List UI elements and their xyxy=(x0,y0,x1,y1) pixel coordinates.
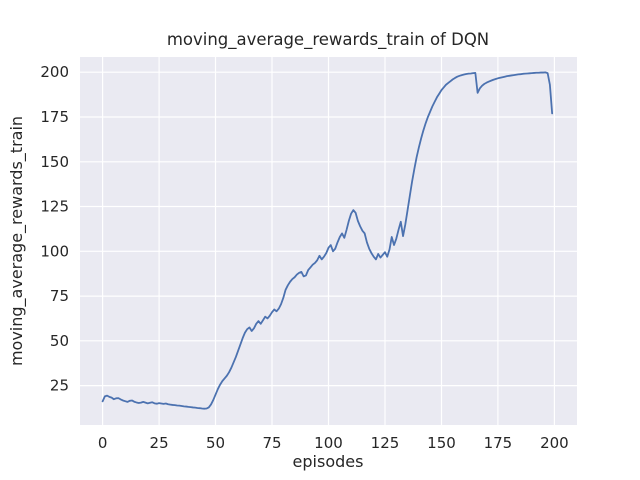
grid-lines xyxy=(80,57,577,425)
x-tick-labels: 0 25 50 75 100 125 150 175 200 xyxy=(98,434,569,452)
x-axis-label: episodes xyxy=(293,452,364,471)
x-tick-label: 125 xyxy=(371,434,400,452)
x-tick-label: 175 xyxy=(484,434,513,452)
chart-title: moving_average_rewards_train of DQN xyxy=(167,30,489,50)
x-tick-label: 25 xyxy=(150,434,169,452)
y-tick-label: 150 xyxy=(40,153,69,171)
y-tick-label: 175 xyxy=(40,108,69,126)
x-tick-label: 0 xyxy=(98,434,108,452)
reward-curve xyxy=(101,71,554,410)
y-axis-label: moving_average_rewards_train xyxy=(7,116,27,366)
y-tick-label: 75 xyxy=(50,287,69,305)
y-tick-label: 25 xyxy=(50,377,69,395)
y-tick-label: 50 xyxy=(50,332,69,350)
x-tick-label: 150 xyxy=(427,434,456,452)
y-tick-label: 125 xyxy=(40,198,69,216)
x-tick-label: 75 xyxy=(262,434,281,452)
x-tick-label: 100 xyxy=(314,434,343,452)
y-tick-label: 200 xyxy=(40,63,69,81)
y-tick-labels: 25 50 75 100 125 150 175 200 xyxy=(40,63,69,394)
x-tick-label: 200 xyxy=(540,434,569,452)
x-tick-label: 50 xyxy=(206,434,225,452)
y-tick-label: 100 xyxy=(40,242,69,260)
